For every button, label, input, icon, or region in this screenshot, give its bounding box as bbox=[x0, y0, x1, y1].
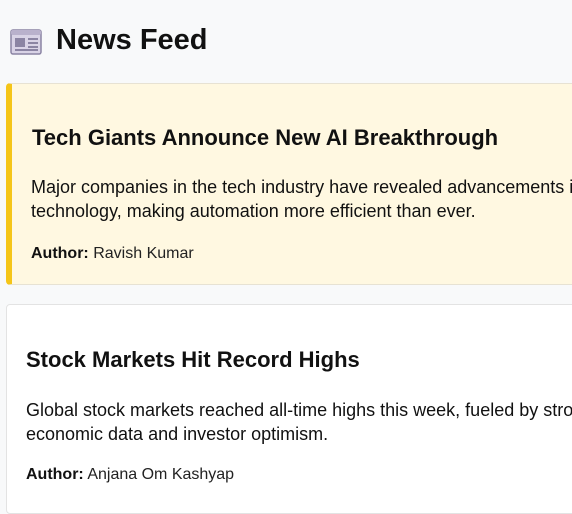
news-card-summary-line: technology, making automation more effic… bbox=[31, 201, 476, 221]
news-card[interactable]: Tech Giants Announce New AI Breakthrough… bbox=[6, 83, 572, 285]
news-card-summary-line: Global stock markets reached all-time hi… bbox=[26, 400, 572, 420]
news-card-summary-line: Major companies in the tech industry hav… bbox=[31, 177, 572, 197]
page-header: News Feed bbox=[0, 0, 572, 80]
page-title: News Feed bbox=[56, 24, 208, 56]
news-card-title[interactable]: Tech Giants Announce New AI Breakthrough bbox=[32, 125, 499, 150]
news-card-summary: Global stock markets reached all-time hi… bbox=[26, 398, 572, 446]
newspaper-icon bbox=[10, 29, 42, 55]
news-card-title[interactable]: Stock Markets Hit Record Highs bbox=[26, 347, 360, 372]
news-card-summary-line: economic data and investor optimism. bbox=[26, 424, 329, 444]
news-card[interactable]: Stock Markets Hit Record Highs Global st… bbox=[6, 304, 572, 514]
author-label: Author: bbox=[26, 466, 84, 483]
news-card-author: Author: Anjana Om Kashyap bbox=[26, 464, 234, 486]
author-name: Anjana Om Kashyap bbox=[87, 466, 235, 483]
author-label: Author: bbox=[31, 245, 89, 262]
author-name: Ravish Kumar bbox=[93, 245, 194, 262]
news-card-summary: Major companies in the tech industry hav… bbox=[31, 175, 572, 223]
news-card-author: Author: Ravish Kumar bbox=[31, 243, 194, 265]
